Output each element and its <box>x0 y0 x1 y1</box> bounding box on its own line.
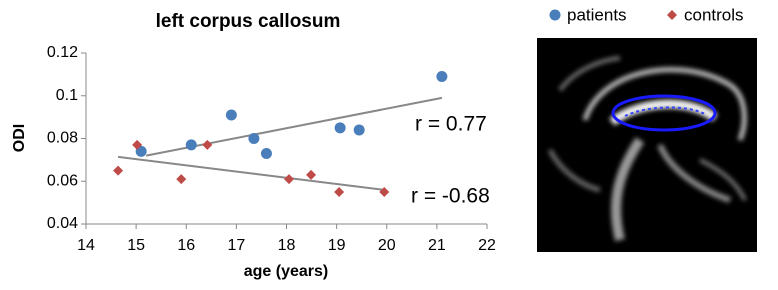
data-point <box>186 139 197 150</box>
x-tick-label: 14 <box>77 237 95 254</box>
data-point <box>248 133 259 144</box>
x-tick-label: 22 <box>478 237 496 254</box>
data-point <box>176 174 186 184</box>
y-tick-label: 0.04 <box>47 215 78 232</box>
figure: left corpus callosum age (years) ODI r =… <box>0 0 778 290</box>
legend-marker <box>550 10 561 21</box>
x-tick-label: 18 <box>278 237 296 254</box>
x-tick-label: 19 <box>328 237 346 254</box>
data-point <box>113 166 123 176</box>
data-point <box>306 170 316 180</box>
x-tick-label: 17 <box>227 237 245 254</box>
y-axis-label: ODI <box>11 124 28 152</box>
data-point <box>436 71 447 82</box>
y-tick-label: 0.06 <box>47 172 78 189</box>
legend-marker <box>667 10 677 20</box>
data-point <box>261 148 272 159</box>
x-tick-label: 15 <box>127 237 145 254</box>
trend-line <box>118 157 385 190</box>
data-point <box>202 140 212 150</box>
annotation: r = -0.68 <box>411 185 490 208</box>
data-point <box>334 187 344 197</box>
chart-title: left corpus callosum <box>156 11 341 32</box>
data-point <box>335 122 346 133</box>
legend-label: controls <box>684 5 744 24</box>
data-point <box>379 187 389 197</box>
legend-label: patients <box>567 5 627 24</box>
mri-image <box>537 38 757 252</box>
x-tick-label: 20 <box>378 237 396 254</box>
y-tick-label: 0.1 <box>56 87 78 104</box>
y-tick-label: 0.12 <box>47 44 78 61</box>
data-point <box>284 174 294 184</box>
x-axis-label: age (years) <box>244 263 329 280</box>
annotation: r = 0.77 <box>415 113 487 136</box>
x-tick-label: 21 <box>428 237 446 254</box>
x-tick-label: 16 <box>177 237 195 254</box>
y-tick-label: 0.08 <box>47 130 78 147</box>
data-point <box>226 109 237 120</box>
data-point <box>354 124 365 135</box>
